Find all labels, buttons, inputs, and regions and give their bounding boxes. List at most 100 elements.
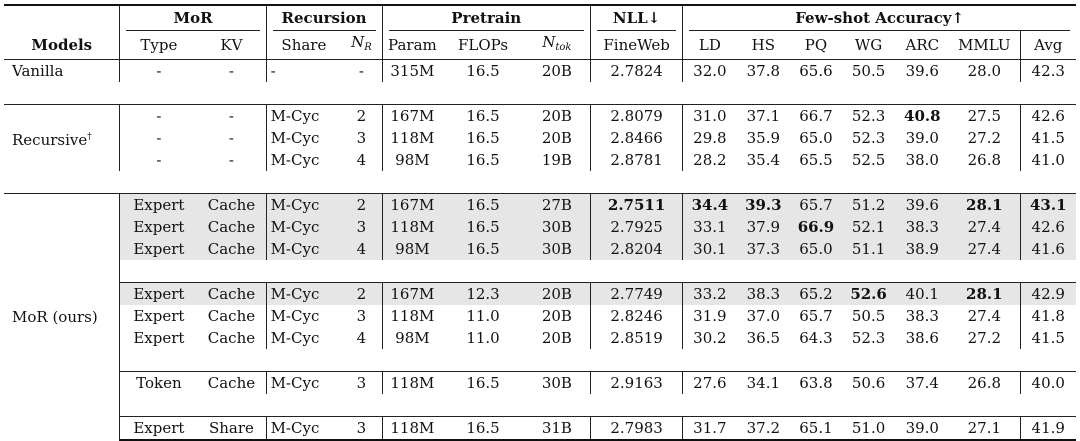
wg-cell: 52.3 xyxy=(851,129,886,147)
type-cell: Expert xyxy=(133,329,185,347)
kv-cell: Cache xyxy=(197,371,267,394)
nr-cell: 4 xyxy=(341,327,383,349)
group-header-row: MoR Recursion Pretrain NLL↓ Few-shot Acc… xyxy=(4,4,1076,31)
wg-cell: 52.3 xyxy=(841,104,896,127)
arc-cell: 38.6 xyxy=(905,329,939,347)
ld-header: LD xyxy=(682,31,737,60)
share-cell: M-Cyc xyxy=(266,416,342,441)
ld-cell: 29.8 xyxy=(693,129,727,147)
wg-cell: 50.6 xyxy=(841,371,896,394)
table-row: MoR (ours) Expert Cache M-Cyc 2 167M 16.5 27B 2… xyxy=(4,193,1076,440)
avg-cell: 40.0 xyxy=(1020,371,1076,394)
fineweb-cell: 2.7824 xyxy=(590,59,684,82)
results-table: MoR Recursion Pretrain NLL↓ Few-shot Acc… xyxy=(4,4,1076,441)
mmlu-cell: 27.4 xyxy=(949,216,1021,238)
column-header-row: Models Type KV Share NR Param FLOPs Ntok… xyxy=(4,31,1076,60)
hs-header: HS xyxy=(736,31,791,60)
fewshot-group-header: Few-shot Accuracy↑ xyxy=(682,4,1076,31)
mmlu-cell: 26.8 xyxy=(949,371,1021,394)
wg-cell: 50.5 xyxy=(851,307,886,325)
ntok-cell: 20B xyxy=(523,127,591,149)
kv-cell: - xyxy=(197,59,267,82)
arc-cell: 38.3 xyxy=(905,307,939,325)
mmlu-cell: 27.5 xyxy=(949,104,1021,127)
ld-cell: 31.0 xyxy=(682,104,737,127)
param-cell: 98M xyxy=(395,151,430,169)
fineweb-cell: 2.8466 xyxy=(590,127,684,149)
ntok-cell: 20B xyxy=(523,327,591,349)
wg-cell: 52.1 xyxy=(841,216,896,238)
hs-cell: 38.3 xyxy=(736,282,791,305)
fineweb-cell: 2.8781 xyxy=(590,149,684,171)
arc-cell: 39.6 xyxy=(895,193,950,216)
ld-cell: 27.6 xyxy=(682,371,737,394)
kv-cell: Cache xyxy=(197,193,267,216)
nr-cell: 3 xyxy=(341,127,383,149)
param-cell: 118M xyxy=(390,129,435,147)
hs-cell: 39.3 xyxy=(736,193,791,216)
hs-cell: 37.2 xyxy=(736,416,791,441)
param-header: Param xyxy=(382,31,443,60)
table-row: - - M-Cyc 3 118M 16.5 20B 2.8466 29.8 35.9 65.0 52.… xyxy=(4,127,1076,149)
fineweb-cell: 2.8204 xyxy=(590,238,684,260)
models-header: Models xyxy=(4,31,121,60)
ld-cell: 28.2 xyxy=(693,151,727,169)
arc-header: ARC xyxy=(895,31,950,60)
fineweb-cell: 2.8079 xyxy=(590,104,684,127)
pq-cell: 65.2 xyxy=(790,282,842,305)
avg-cell: 41.5 xyxy=(1031,129,1065,147)
ld-cell: 30.2 xyxy=(693,329,727,347)
share-cell: M-Cyc xyxy=(266,282,342,305)
flops-cell: 16.5 xyxy=(442,193,524,216)
mmlu-cell: 27.4 xyxy=(949,305,1021,327)
type-cell: Expert xyxy=(119,282,198,305)
nr-cell: 2 xyxy=(341,282,383,305)
nr-cell: 4 xyxy=(341,149,383,171)
fineweb-cell: 2.7983 xyxy=(590,416,684,441)
ntok-cell: 30B xyxy=(523,371,591,394)
hs-cell: 34.1 xyxy=(736,371,791,394)
table-row: Expert Cache M-Cyc 3 118M 16.5 30B 2.7925 33.1 37… xyxy=(4,216,1076,238)
pq-header: PQ xyxy=(790,31,842,60)
pq-cell: 66.7 xyxy=(790,104,842,127)
table-row: Expert Share M-Cyc 3 118M 16.5 31B 2.7983 31.7 37… xyxy=(4,416,1076,441)
mmlu-header: MMLU xyxy=(949,31,1021,60)
param-cell: 98M xyxy=(395,329,430,347)
table-row: Token Cache M-Cyc 3 118M 16.5 30B 2.9163 27.6 34.… xyxy=(4,371,1076,394)
param-cell: 167M xyxy=(382,193,443,216)
models-group-cell xyxy=(4,4,121,31)
model-label-vanilla: Vanilla xyxy=(4,59,121,82)
param-cell: 118M xyxy=(382,416,443,441)
flops-header: FLOPs xyxy=(442,31,524,60)
ld-cell: 31.9 xyxy=(693,307,727,325)
hs-cell: 37.1 xyxy=(736,104,791,127)
avg-cell: 41.5 xyxy=(1031,329,1065,347)
gap-row xyxy=(4,394,1076,417)
kv-cell: Cache xyxy=(197,216,267,238)
arc-cell: 39.0 xyxy=(905,129,939,147)
kv-cell: - xyxy=(197,127,267,149)
flops-cell: 16.5 xyxy=(442,238,524,260)
kv-cell: Cache xyxy=(197,305,267,327)
share-cell: M-Cyc xyxy=(266,371,342,394)
avg-cell: 43.1 xyxy=(1020,193,1076,216)
flops-cell: 16.5 xyxy=(442,416,524,441)
mmlu-cell: 28.1 xyxy=(949,193,1021,216)
hs-cell: 35.4 xyxy=(746,151,781,169)
share-cell: M-Cyc xyxy=(266,193,342,216)
param-cell: 167M xyxy=(382,282,443,305)
share-cell: M-Cyc xyxy=(266,216,342,238)
type-cell: - xyxy=(156,151,162,169)
share-cell: M-Cyc xyxy=(270,151,320,169)
fineweb-cell: 2.7925 xyxy=(590,216,684,238)
wg-cell: 51.0 xyxy=(841,416,896,441)
share-cell: M-Cyc xyxy=(270,329,320,347)
param-cell: 98M xyxy=(382,238,443,260)
nr-cell: - xyxy=(341,59,383,82)
kv-cell: Cache xyxy=(197,282,267,305)
pq-cell: 65.5 xyxy=(799,151,833,169)
table-row: Expert Cache M-Cyc 2 167M 12.3 20B 2.7749 33.2 38… xyxy=(4,282,1076,305)
table-row: - - M-Cyc 4 98M 16.5 19B 2.8781 28.2 35.4 65.5 52.5… xyxy=(4,149,1076,171)
nr-cell: 4 xyxy=(341,238,383,260)
param-cell: 315M xyxy=(390,62,435,80)
